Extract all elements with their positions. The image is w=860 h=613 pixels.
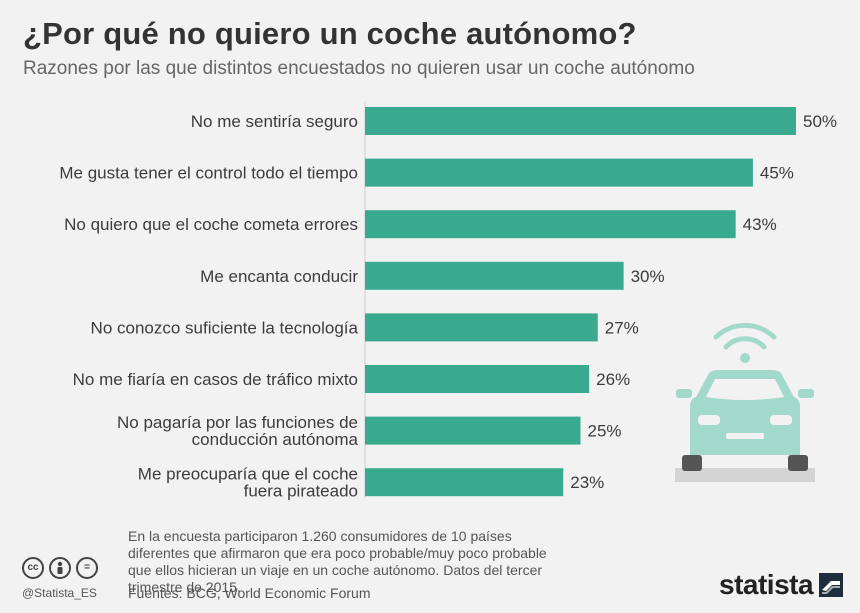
brand-logo[interactable]: statista — [719, 569, 844, 601]
no-derivatives-icon: = — [76, 557, 98, 579]
value-label: 43% — [743, 215, 777, 234]
bar — [365, 107, 796, 135]
bars-layer: 50% No me sentiría seguro 45% Me gusta tene… — [59, 107, 837, 501]
value-label: 23% — [570, 473, 604, 492]
bar — [365, 261, 624, 290]
category-label: Me gusta tener el control todo el tiempo — [59, 164, 358, 183]
bar — [365, 468, 564, 497]
attribution-icon — [49, 557, 71, 579]
category-label: No pagaría por las funciones de — [117, 413, 358, 432]
category-label: conducción autónoma — [192, 430, 359, 449]
bar — [365, 210, 736, 239]
category-label: Me preocuparía que el coche — [138, 465, 358, 484]
category-label: Me encanta conducir — [200, 267, 358, 286]
footer-source: Fuentes: BCG, World Economic Forum — [128, 585, 371, 601]
category-label: No quiero que el coche cometa errores — [64, 215, 358, 234]
value-label: 30% — [631, 267, 665, 286]
statista-logo-icon — [819, 573, 844, 597]
category-label: No me sentiría seguro — [191, 112, 358, 131]
value-label: 26% — [596, 370, 630, 389]
social-handle: @Statista_ES — [22, 586, 97, 600]
cc-icon: cc — [22, 557, 44, 579]
category-label: fuera pirateado — [244, 482, 358, 501]
bar — [365, 313, 598, 342]
value-label: 27% — [605, 318, 639, 337]
brand-name: statista — [719, 569, 814, 600]
value-label: 25% — [588, 422, 622, 441]
footer-note: En la encuesta participaron 1.260 consum… — [128, 528, 547, 595]
category-label: No conozco suficiente la tecnología — [91, 318, 359, 337]
license-icons: cc = — [22, 557, 98, 579]
bar — [365, 365, 590, 393]
bar — [365, 416, 581, 445]
chart-title: ¿Por qué no quiero un coche autónomo? — [23, 16, 637, 51]
autonomous-car-icon — [670, 315, 820, 485]
value-label: 45% — [760, 164, 794, 183]
value-label: 50% — [803, 112, 837, 131]
category-label: No me fiaría en casos de tráfico mixto — [73, 370, 358, 389]
bar — [365, 158, 753, 187]
chart-subtitle: Razones por las que distintos encuestado… — [23, 58, 695, 79]
